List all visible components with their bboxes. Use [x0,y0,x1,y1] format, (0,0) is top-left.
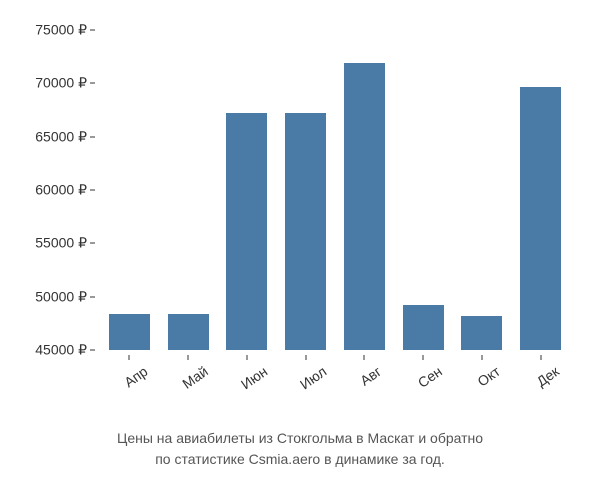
x-label-slot: Июн [218,355,277,405]
caption-line-1: Цены на авиабилеты из Стокгольма в Маска… [117,430,483,446]
x-label-slot: Окт [453,355,512,405]
bar-slot [511,30,570,350]
x-tick-label: Апр [121,363,150,390]
bar [344,63,385,350]
x-tick-label: Окт [474,363,503,390]
y-tick-mark [90,83,95,84]
y-tick-label: 55000 ₽ [35,235,87,252]
y-tick-mark [90,350,95,351]
chart-caption: Цены на авиабилеты из Стокгольма в Маска… [20,428,580,470]
bar-slot [394,30,453,350]
x-tick-label: Сен [415,363,445,391]
x-label-slot: Май [159,355,218,405]
x-tick-mark [246,355,247,360]
x-tick-label: Июн [238,363,270,392]
bar-slot [453,30,512,350]
y-tick-mark [90,190,95,191]
bars-container [100,30,570,350]
x-tick-label: Дек [533,363,561,390]
caption-line-2: по статистике Csmia.aero в динамике за г… [155,451,445,467]
x-tick-label: Май [179,363,211,392]
y-tick-label: 65000 ₽ [35,128,87,145]
x-tick-mark [129,355,130,360]
plot-area [100,30,570,350]
y-tick-mark [90,136,95,137]
y-tick-label: 45000 ₽ [35,342,87,359]
y-tick-label: 60000 ₽ [35,182,87,199]
x-axis-labels: Апр Май Июн Июл Авг Сен Окт Дек [100,355,570,405]
bar [461,316,502,350]
price-chart: 45000 ₽ 50000 ₽ 55000 ₽ 60000 ₽ 65000 ₽ 70000… [20,20,580,420]
x-tick-mark [423,355,424,360]
y-axis: 45000 ₽50000 ₽55000 ₽60000 ₽65000 ₽70000… [20,30,95,350]
x-label-slot: Авг [335,355,394,405]
x-label-slot: Дек [511,355,570,405]
y-tick-label: 75000 ₽ [35,22,87,39]
bar-slot [100,30,159,350]
x-tick-label: Авг [357,363,384,389]
bar [109,314,150,350]
x-tick-mark [540,355,541,360]
bar [520,87,561,350]
x-label-slot: Апр [100,355,159,405]
y-tick-label: 50000 ₽ [35,288,87,305]
bar-slot [335,30,394,350]
x-label-slot: Сен [394,355,453,405]
x-tick-mark [364,355,365,360]
y-tick-label: 70000 ₽ [35,75,87,92]
y-tick-mark [90,243,95,244]
bar-slot [218,30,277,350]
x-tick-mark [481,355,482,360]
x-tick-label: Июл [297,363,329,392]
bar [403,305,444,350]
y-tick-mark [90,30,95,31]
x-tick-mark [305,355,306,360]
bar [168,314,209,350]
y-tick-mark [90,296,95,297]
bar-slot [159,30,218,350]
bar [226,113,267,350]
x-label-slot: Июл [276,355,335,405]
bar-slot [276,30,335,350]
bar [285,113,326,350]
x-tick-mark [188,355,189,360]
